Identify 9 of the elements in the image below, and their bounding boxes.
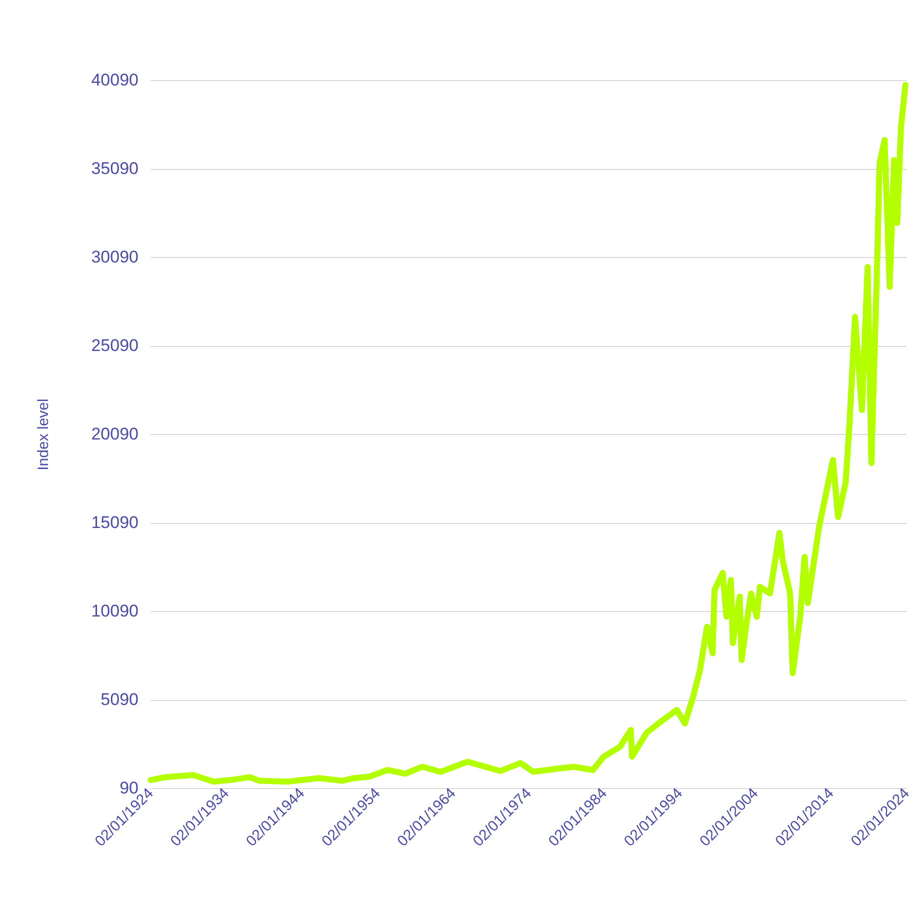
y-axis-title: Index level: [35, 398, 52, 470]
y-tick-label: 40090: [91, 70, 138, 90]
y-tick-label: 30090: [91, 248, 138, 266]
y-tick-label: 10090: [91, 602, 138, 620]
y-tick-label: 20090: [91, 424, 138, 444]
y-tick-label: 25090: [91, 336, 138, 355]
y-tick-label: 35090: [91, 159, 138, 178]
y-tick-label: 5090: [100, 690, 138, 709]
y-tick-label: 15090: [91, 513, 138, 532]
